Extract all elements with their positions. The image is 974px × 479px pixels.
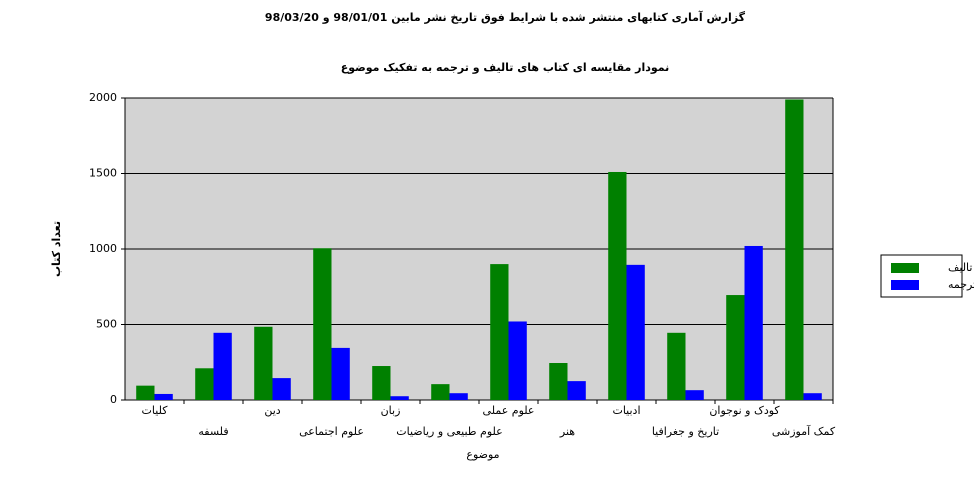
bar — [449, 393, 468, 400]
x-tick-label: تاریخ و جغرافیا — [652, 425, 719, 438]
x-axis-label: موضوع — [466, 448, 499, 461]
x-tick-label: کلیات — [142, 404, 169, 417]
bar — [136, 385, 155, 400]
bar — [490, 264, 509, 400]
bar — [608, 171, 627, 400]
bar — [390, 396, 409, 400]
x-tick-label: کودک و نوجوان — [709, 404, 780, 417]
y-tick-label: 1000 — [89, 242, 117, 255]
bar — [685, 390, 704, 400]
x-tick-label: هنر — [559, 425, 575, 438]
bar — [313, 248, 332, 400]
bar — [154, 393, 173, 400]
y-axis-label: تعداد کتاب — [50, 221, 63, 277]
bar — [508, 321, 527, 400]
bar — [254, 326, 273, 400]
x-tick-label: علوم اجتماعی — [299, 425, 364, 438]
bar — [195, 368, 214, 400]
bar — [213, 332, 232, 400]
y-tick-label: 0 — [110, 393, 117, 406]
bar — [803, 393, 822, 400]
chart-subtitle: نمودار مقایسه ای کتاب های تالیف و ترجمه … — [341, 61, 670, 74]
bar — [667, 332, 686, 400]
bar — [626, 264, 645, 400]
bar — [785, 99, 804, 400]
y-tick-label: 500 — [96, 318, 117, 331]
x-tick-label: دین — [264, 404, 280, 417]
legend-label: تالیف — [948, 261, 972, 274]
chart-title: گزارش آماری کتابهای منتشر شده با شرایط ف… — [265, 10, 746, 24]
bar — [567, 381, 586, 400]
bar — [431, 384, 450, 400]
x-tick-label: فلسفه — [198, 425, 228, 438]
legend-swatch — [891, 263, 919, 273]
legend-label: ترجمه — [948, 278, 974, 291]
x-tick-label: علوم عملی — [483, 404, 535, 417]
x-tick-label: زبان — [381, 404, 401, 417]
bar — [272, 378, 291, 400]
x-tick-label: ادبیات — [612, 404, 640, 417]
x-tick-label: علوم طبیعی و ریاضیات — [396, 425, 502, 438]
y-tick-label: 1500 — [89, 167, 117, 180]
bar — [744, 245, 763, 400]
y-tick-label: 2000 — [89, 91, 117, 104]
bar — [372, 366, 391, 400]
legend-swatch — [891, 280, 919, 290]
bar — [331, 347, 350, 400]
x-tick-label: کمک آموزشی — [772, 424, 836, 438]
bar — [549, 363, 568, 400]
bar — [726, 295, 745, 400]
